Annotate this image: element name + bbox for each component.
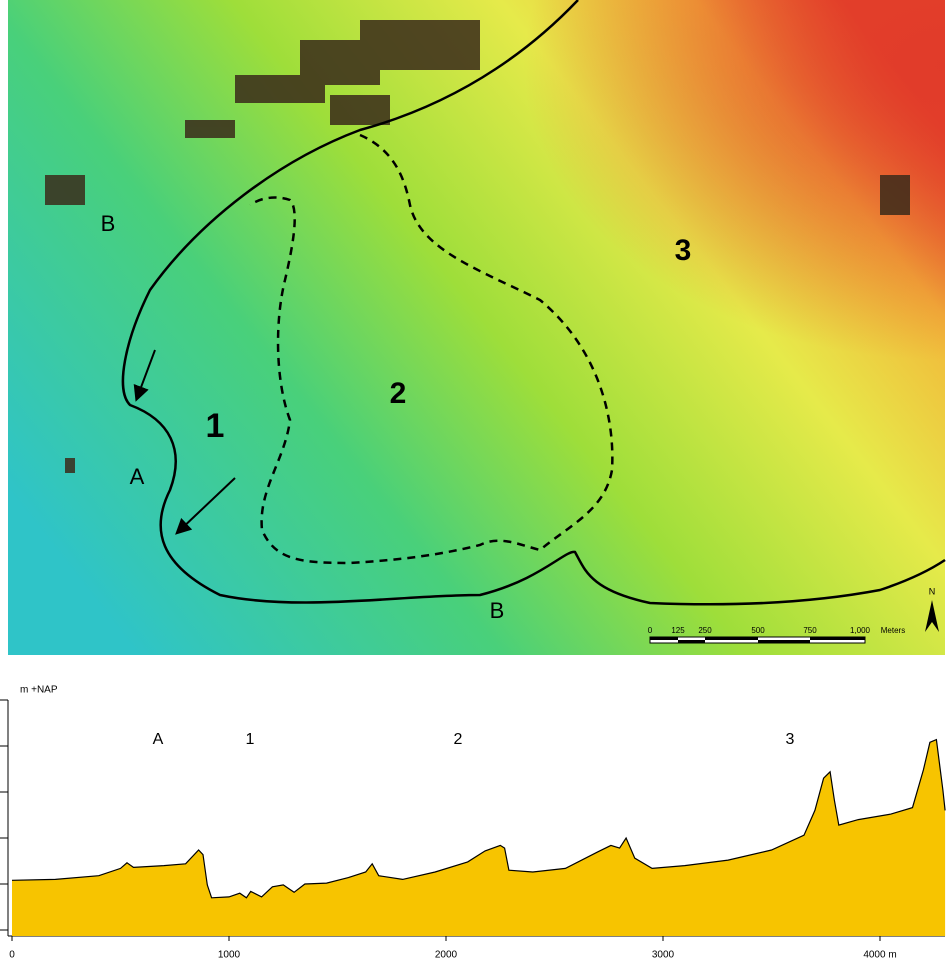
map	[8, 0, 945, 655]
profile-annotation: A	[153, 731, 164, 748]
x-tick-label: 0	[9, 950, 15, 961]
elevation-map-high	[8, 0, 945, 655]
x-tick-label: 2000	[435, 950, 458, 961]
scale-bar	[650, 637, 865, 643]
x-tick-label: 1000	[218, 950, 241, 961]
profile-area-fill	[12, 740, 945, 936]
scale-label: 1,000	[850, 626, 871, 635]
x-tick-label: 3000	[652, 950, 675, 961]
scale-label: 0	[648, 626, 653, 635]
map-label: B	[490, 598, 505, 623]
scale-label: 750	[803, 626, 817, 635]
profile-annotation: 3	[786, 731, 795, 748]
y-axis-label: m +NAP	[20, 685, 58, 696]
map-label: 3	[675, 234, 692, 267]
figure: B 3 2 1 A B 0 125 250 500 750 1,000 Meters Nm +NAP A 1 2…	[0, 0, 951, 964]
north-label: N	[929, 586, 936, 596]
map-label: 2	[390, 377, 407, 410]
map-label: B	[101, 211, 116, 236]
scale-label: 250	[698, 626, 712, 635]
scale-label: 500	[751, 626, 765, 635]
map-label: A	[130, 464, 145, 489]
map-label: 1	[206, 407, 225, 445]
profile-annotation: 2	[454, 731, 463, 748]
x-tick-label: 4000 m	[863, 950, 896, 961]
scale-label: Meters	[881, 626, 905, 635]
scale-label: 125	[671, 626, 685, 635]
profile-annotation: 1	[246, 731, 255, 748]
